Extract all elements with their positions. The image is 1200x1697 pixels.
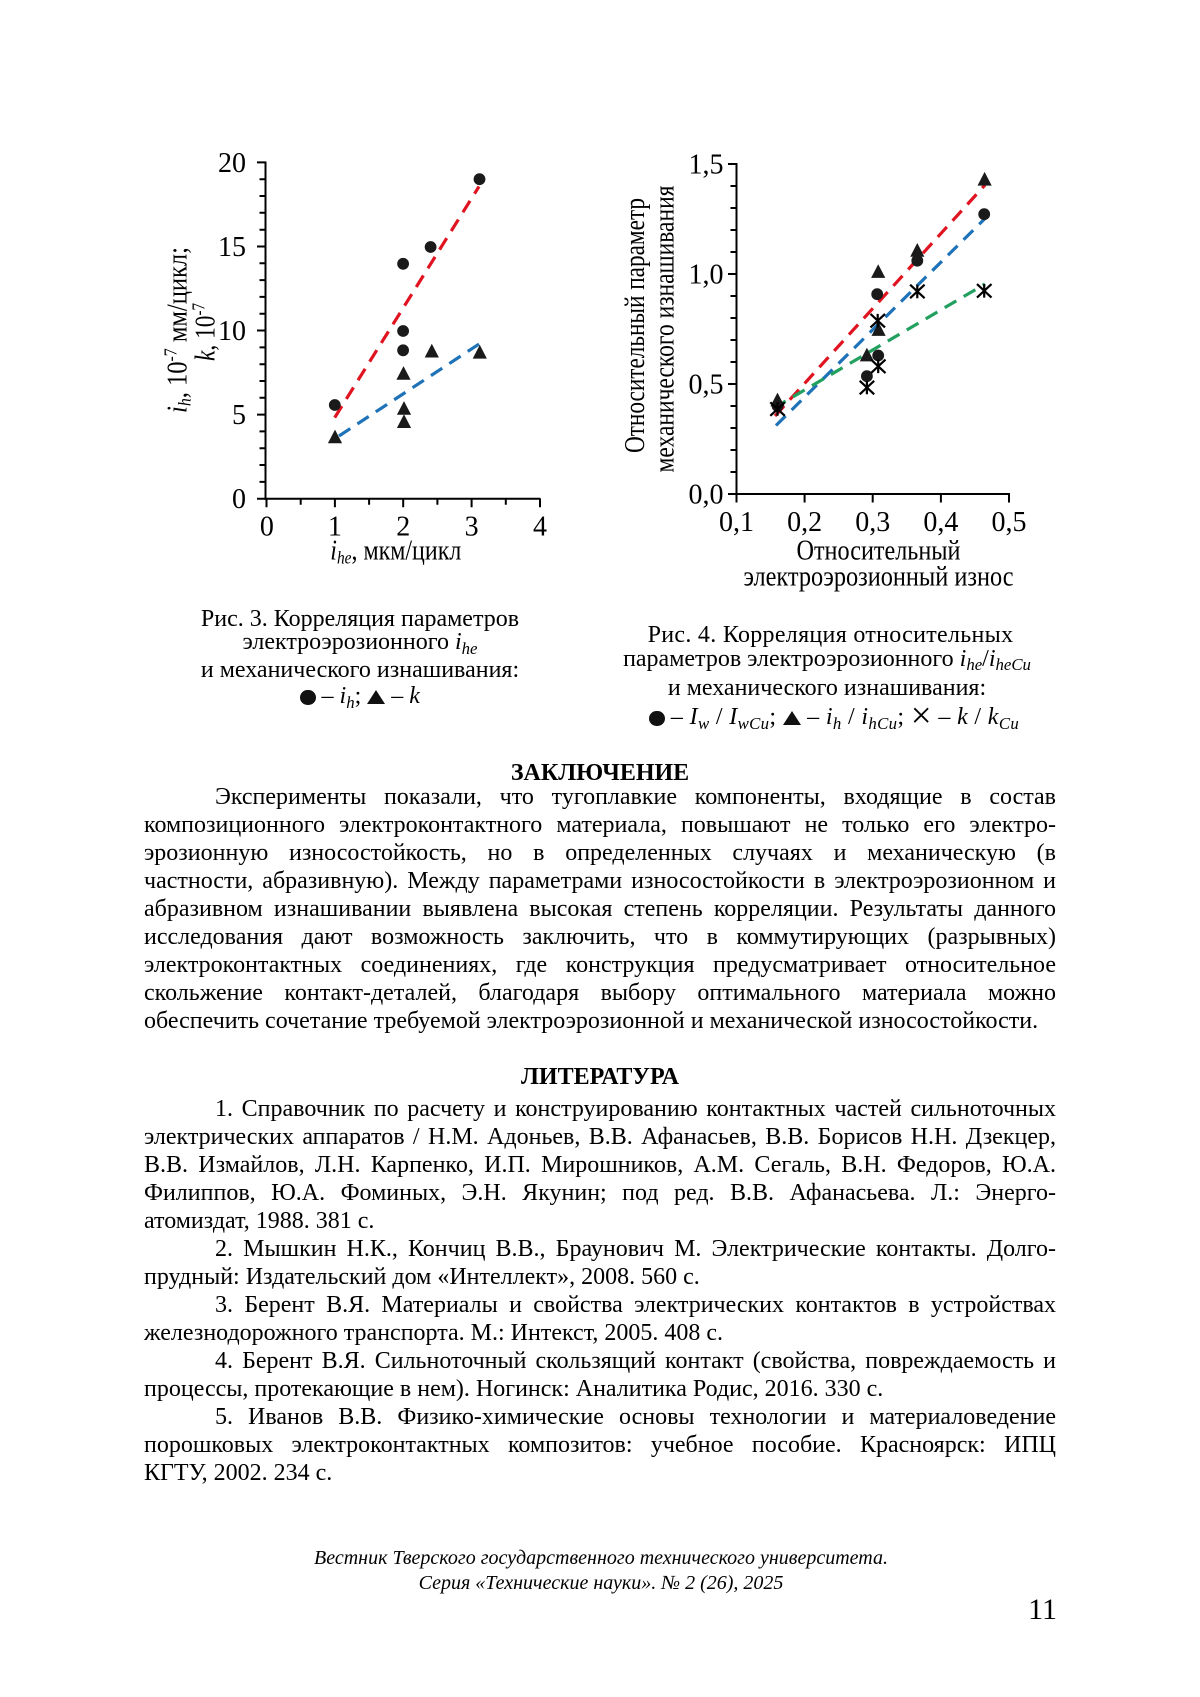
svg-text:Относительный: Относительный: [797, 535, 961, 566]
svg-text:1: 1: [328, 512, 342, 543]
svg-text:0,5: 0,5: [689, 370, 724, 401]
svg-text:4: 4: [533, 512, 547, 543]
svg-text:0: 0: [232, 484, 246, 515]
svg-text:5: 5: [232, 400, 246, 431]
svg-text:1,5: 1,5: [689, 150, 724, 181]
svg-text:3: 3: [465, 512, 479, 543]
svg-text:0,0: 0,0: [689, 480, 724, 511]
svg-text:0,4: 0,4: [923, 507, 958, 538]
svg-text:0,1: 0,1: [719, 507, 754, 538]
svg-text:0,3: 0,3: [855, 507, 890, 538]
svg-text:электроэрозионный износ: электроэрозионный износ: [744, 561, 1014, 592]
svg-text:0,2: 0,2: [787, 507, 822, 538]
svg-text:Относительный параметр: Относительный параметр: [620, 198, 651, 453]
svg-text:k, 10-7: k, 10-7: [189, 303, 222, 361]
svg-text:2: 2: [396, 512, 410, 543]
svg-text:механического изнашивания: механического изнашивания: [649, 185, 680, 472]
svg-text:ihe, мкм/цикл: ihe, мкм/цикл: [330, 535, 461, 567]
svg-text:10: 10: [218, 316, 246, 347]
svg-text:0,5: 0,5: [992, 507, 1027, 538]
svg-text:0: 0: [260, 512, 274, 543]
svg-text:15: 15: [218, 232, 246, 263]
svg-text:1,0: 1,0: [689, 260, 724, 291]
svg-text:20: 20: [218, 148, 246, 179]
svg-text:ih, 10-7 мм/цикл;: ih, 10-7 мм/цикл;: [161, 247, 195, 413]
